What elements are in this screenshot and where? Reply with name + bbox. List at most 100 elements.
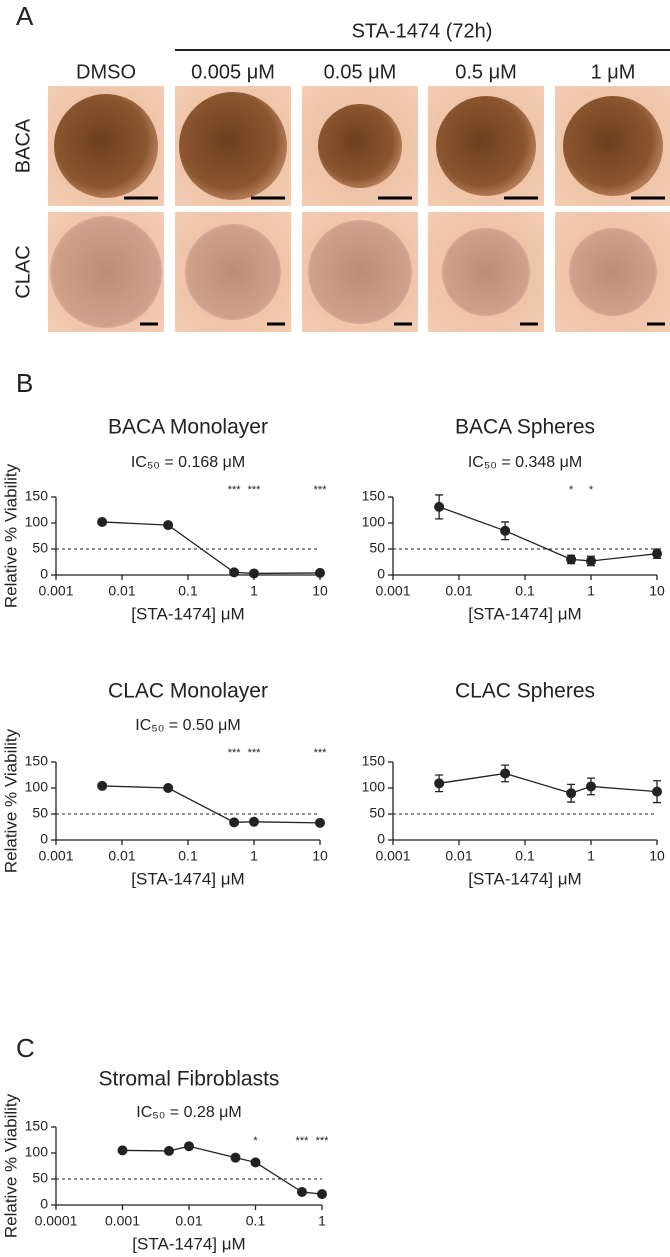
x-tick-label: 10 xyxy=(649,848,665,864)
data-point xyxy=(117,1145,128,1156)
y-tick-label: 0 xyxy=(377,566,385,582)
data-point xyxy=(315,817,325,828)
y-tick-label: 0 xyxy=(377,831,385,847)
data-point xyxy=(566,788,577,799)
x-tick-label: 0.1 xyxy=(515,583,535,599)
x-tick-label: 1 xyxy=(318,1213,326,1229)
data-point xyxy=(500,525,511,536)
data-line xyxy=(122,1145,323,1195)
data-point xyxy=(566,554,577,565)
y-tick-label: 100 xyxy=(362,514,386,530)
data-point xyxy=(652,548,662,559)
significance-label: *** xyxy=(314,747,328,759)
column-label: 0.05 μM xyxy=(324,61,397,83)
y-tick-label: 0 xyxy=(40,1196,48,1212)
y-tick-label: 0 xyxy=(40,566,48,582)
image-grid xyxy=(48,86,670,332)
data-point xyxy=(97,780,108,791)
column-label: DMSO xyxy=(76,61,136,83)
y-tick-label: 150 xyxy=(362,488,386,504)
data-point xyxy=(184,1141,194,1152)
x-tick-label: 0.01 xyxy=(108,583,135,599)
significance-label: * xyxy=(253,1135,258,1147)
x-tick-label: 0.001 xyxy=(105,1213,140,1229)
spheroid xyxy=(442,228,530,316)
panel-label: B xyxy=(16,368,33,398)
y-tick-label: 150 xyxy=(362,753,386,769)
ic50-annotation: IC₅₀ = 0.348 μM xyxy=(468,454,582,471)
data-point xyxy=(229,567,240,578)
significance-label: * xyxy=(569,484,574,496)
data-line xyxy=(438,506,658,562)
x-tick-label: 1 xyxy=(250,583,258,599)
column-label: 1 μM xyxy=(591,61,636,83)
data-point xyxy=(249,816,259,827)
spheroid xyxy=(185,224,281,320)
data-point xyxy=(500,768,511,779)
x-tick-label: 0.001 xyxy=(375,848,410,864)
y-tick-label: 0 xyxy=(40,831,48,847)
significance-label: *** xyxy=(248,747,262,759)
data-point xyxy=(586,781,596,792)
ic50-annotation: IC₅₀ = 0.28 μM xyxy=(136,1104,241,1121)
x-tick-label: 0.001 xyxy=(375,583,410,599)
y-tick-label: 150 xyxy=(25,753,49,769)
x-axis-label: [STA-1474] μM xyxy=(468,869,581,888)
data-point xyxy=(230,1152,241,1163)
y-tick-label: 100 xyxy=(25,514,49,530)
x-tick-label: 0.01 xyxy=(108,848,135,864)
y-tick-label: 100 xyxy=(25,1144,49,1160)
data-line xyxy=(102,785,321,824)
y-tick-label: 50 xyxy=(32,805,48,821)
spheroid xyxy=(308,220,412,324)
data-point xyxy=(249,568,259,579)
y-tick-label: 50 xyxy=(32,540,48,556)
spheroid xyxy=(318,104,402,188)
y-tick-label: 50 xyxy=(369,805,385,821)
x-tick-label: 0.1 xyxy=(178,583,198,599)
x-tick-label: 0.01 xyxy=(445,583,472,599)
panel-label: A xyxy=(16,1,34,31)
spheroid xyxy=(179,92,287,200)
significance-label: *** xyxy=(316,1135,330,1147)
data-point xyxy=(163,1145,174,1156)
x-axis-label: [STA-1474] μM xyxy=(468,604,581,623)
data-line xyxy=(439,772,658,794)
row-label: BACA xyxy=(12,118,34,173)
data-point xyxy=(434,501,445,512)
y-tick-label: 150 xyxy=(25,488,49,504)
significance-label: *** xyxy=(248,484,262,496)
significance-label: *** xyxy=(314,484,328,496)
y-tick-label: 50 xyxy=(369,540,385,556)
data-line xyxy=(102,521,321,575)
spheroid xyxy=(436,96,536,196)
spheroid xyxy=(569,228,657,316)
chart-title: CLAC Monolayer xyxy=(108,680,268,703)
x-tick-label: 10 xyxy=(649,583,665,599)
y-tick-label: 100 xyxy=(362,779,386,795)
x-axis-label: [STA-1474] μM xyxy=(131,604,244,623)
significance-label: *** xyxy=(296,1135,310,1147)
y-tick-label: 150 xyxy=(25,1118,49,1134)
significance-label: *** xyxy=(228,484,242,496)
column-label: 0.005 μM xyxy=(191,61,275,83)
y-tick-label: 50 xyxy=(32,1170,48,1186)
x-tick-label: 10 xyxy=(312,583,328,599)
ic50-annotation: IC₅₀ = 0.168 μM xyxy=(131,454,245,471)
x-tick-label: 0.001 xyxy=(38,583,73,599)
x-tick-label: 0.1 xyxy=(178,848,198,864)
x-tick-label: 0.1 xyxy=(515,848,535,864)
data-point xyxy=(163,520,174,531)
x-axis-label: [STA-1474] μM xyxy=(132,1234,245,1253)
chart-title: BACA Monolayer xyxy=(108,416,268,439)
x-axis-label: [STA-1474] μM xyxy=(131,869,244,888)
column-label: 0.5 μM xyxy=(455,61,517,83)
y-axis-label: Relative % Viability xyxy=(1,1093,20,1238)
data-point xyxy=(317,1189,327,1200)
x-tick-label: 1 xyxy=(587,848,595,864)
y-axis-label: Relative % Viability xyxy=(1,728,20,873)
x-tick-label: 0.1 xyxy=(246,1213,266,1229)
spheroid xyxy=(563,96,663,196)
x-tick-label: 10 xyxy=(312,848,328,864)
